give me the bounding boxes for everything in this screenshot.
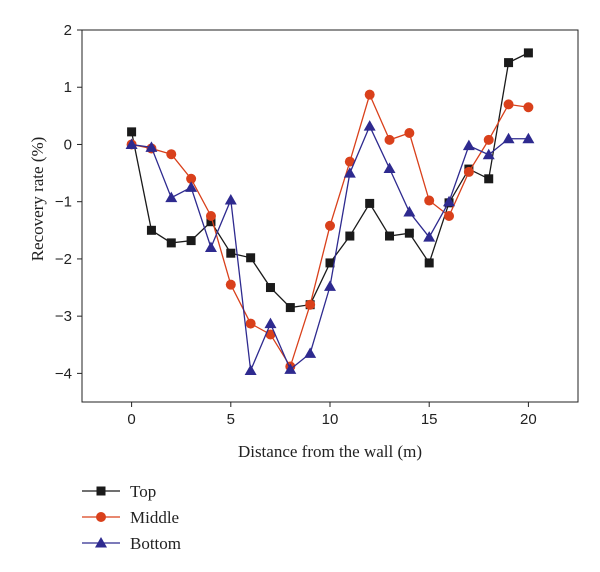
x-tick-label: 0 [127, 411, 135, 428]
data-point-middle [523, 102, 534, 113]
series-layer [125, 48, 535, 376]
data-point-top [226, 248, 236, 258]
data-point-bottom [363, 120, 376, 131]
series-top [127, 48, 533, 313]
data-point-middle [364, 89, 375, 100]
data-point-middle [205, 211, 216, 221]
data-point-middle [384, 134, 395, 145]
y-tick-label: 0 [64, 136, 72, 153]
x-tick-label: 5 [227, 411, 235, 428]
data-point-middle [444, 211, 455, 221]
data-point-top [404, 228, 414, 238]
data-point-middle [344, 156, 355, 167]
data-point-top [345, 231, 355, 241]
data-point-top [246, 253, 256, 263]
data-point-bottom [185, 181, 198, 192]
data-point-bottom [145, 141, 158, 152]
y-tick-label: 1 [64, 79, 72, 96]
legend-item-bottom: Bottom [82, 534, 181, 553]
data-point-top [424, 258, 434, 268]
data-point-top [186, 236, 196, 246]
data-point-bottom [244, 364, 257, 376]
data-point-top [523, 48, 533, 58]
legend-item-top: Top [82, 482, 156, 501]
data-point-bottom [204, 241, 217, 252]
data-point-top [504, 58, 514, 68]
data-point-top [285, 303, 295, 313]
data-point-top [166, 238, 176, 248]
data-point-bottom [284, 363, 297, 374]
data-point-bottom [462, 139, 475, 151]
plot-frame [81, 29, 579, 403]
data-point-middle [483, 134, 494, 145]
legend-marker-bottom [95, 537, 107, 548]
data-point-top [146, 225, 156, 235]
y-tick-label: 2 [64, 22, 72, 39]
data-point-bottom [304, 347, 317, 358]
data-point-bottom [165, 191, 178, 203]
data-point-bottom [224, 193, 237, 205]
data-point-bottom [522, 132, 535, 144]
data-point-middle [225, 279, 236, 290]
data-point-middle [503, 99, 514, 110]
data-point-middle [245, 318, 256, 329]
series-line-bottom [131, 124, 529, 374]
legend-label-top: Top [130, 482, 156, 501]
y-axis-label: Recovery rate (%) [28, 137, 47, 262]
legend-label-bottom: Bottom [130, 534, 181, 553]
data-point-middle [463, 166, 474, 177]
x-tick-label: 10 [322, 411, 339, 428]
data-point-bottom [423, 231, 436, 242]
data-point-top [365, 198, 375, 208]
x-tick-label: 15 [421, 411, 438, 428]
legend-item-middle: Middle [82, 508, 179, 527]
x-axis-label: Distance from the wall (m) [238, 442, 422, 461]
data-point-top [265, 283, 275, 293]
legend: Top Middle Bottom [82, 482, 181, 553]
series-middle [126, 89, 534, 372]
data-point-bottom [502, 132, 515, 144]
data-point-middle [424, 195, 435, 206]
data-point-top [484, 174, 494, 184]
legend-marker-middle [96, 512, 106, 522]
series-bottom [125, 120, 535, 376]
data-point-bottom [343, 167, 356, 178]
y-tick-label: −4 [55, 365, 72, 382]
data-point-middle [404, 128, 415, 139]
legend-marker-top [96, 486, 106, 496]
data-point-middle [325, 220, 335, 231]
data-point-bottom [383, 162, 396, 173]
data-point-bottom [324, 280, 336, 291]
data-point-top [325, 258, 335, 268]
y-tick-label: −1 [55, 194, 72, 211]
data-point-bottom [264, 317, 277, 329]
data-point-middle [305, 299, 316, 310]
data-point-bottom [482, 148, 495, 160]
legend-label-middle: Middle [130, 508, 179, 527]
y-tick-label: −2 [55, 251, 72, 268]
data-point-top [127, 127, 137, 137]
x-tick-label: 20 [520, 411, 537, 428]
data-point-middle [186, 173, 197, 184]
data-point-bottom [403, 205, 416, 217]
data-point-middle [265, 329, 276, 340]
y-tick-label: −3 [55, 308, 72, 325]
data-point-bottom [443, 195, 456, 207]
data-point-bottom [125, 138, 138, 149]
data-point-top [385, 231, 395, 241]
data-point-top [206, 217, 216, 227]
data-point-middle [166, 149, 177, 160]
